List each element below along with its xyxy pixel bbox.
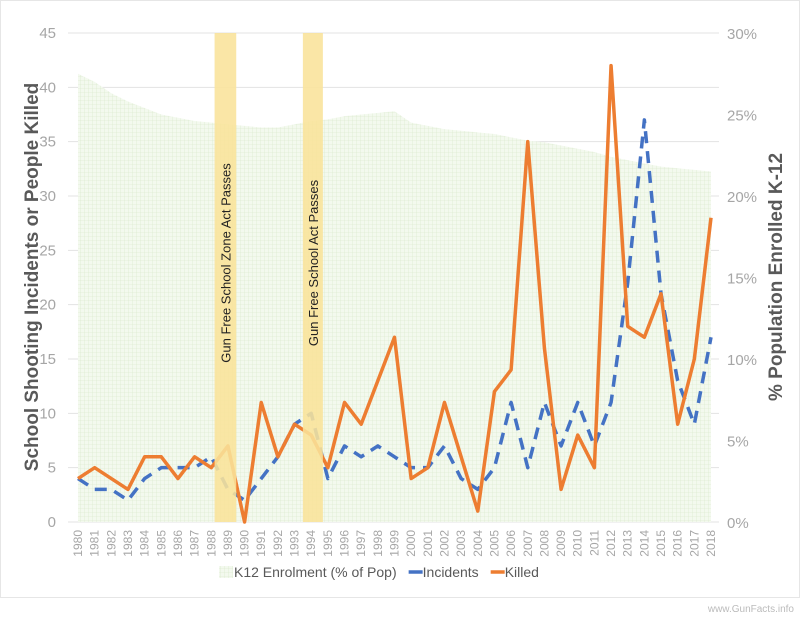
x-tick-label: 1987 bbox=[188, 530, 202, 557]
x-tick-label: 2014 bbox=[637, 530, 651, 557]
y2-axis-title: % Population Enrolled K-12 bbox=[766, 153, 787, 401]
x-tick-label: 2005 bbox=[487, 530, 501, 557]
y-tick-label: 30 bbox=[39, 188, 56, 205]
lines-layer bbox=[77, 63, 713, 524]
x-tick-label: 2010 bbox=[571, 530, 585, 557]
x-tick-label: 1995 bbox=[321, 530, 335, 557]
y-axis-ticks: 0 5 10 15 20 25 30 35 40 45 bbox=[39, 25, 56, 531]
x-tick-label: 2015 bbox=[654, 530, 668, 557]
y2-axis-ticks: 0% 5% 10% 15% 20% 25% 30% bbox=[727, 26, 757, 532]
x-tick-label: 1992 bbox=[271, 530, 285, 557]
y-tick-label: 45 bbox=[39, 25, 56, 42]
x-tick-label: 2011 bbox=[587, 530, 601, 556]
x-tick-label: 1990 bbox=[238, 530, 252, 557]
x-tick-label: 1983 bbox=[121, 530, 135, 557]
x-tick-label: 1989 bbox=[221, 530, 235, 557]
y-tick-label: 5 bbox=[48, 460, 56, 477]
x-tick-label: 1991 bbox=[254, 530, 268, 557]
x-tick-label: 2013 bbox=[621, 530, 635, 557]
x-tick-label: 1985 bbox=[154, 530, 168, 557]
x-tick-label: 2007 bbox=[521, 530, 535, 557]
x-tick-label: 1982 bbox=[104, 530, 118, 557]
y2-tick-label: 30% bbox=[727, 26, 757, 43]
x-tick-label: 2016 bbox=[671, 530, 685, 557]
watermark: www.GunFacts.info bbox=[707, 604, 795, 615]
x-tick-label: 1998 bbox=[371, 530, 385, 557]
x-tick-label: 2006 bbox=[504, 530, 518, 557]
y2-tick-label: 5% bbox=[727, 434, 749, 451]
y2-tick-label: 25% bbox=[727, 108, 757, 125]
x-tick-label: 1984 bbox=[138, 530, 152, 557]
annotation-label: Gun Free School Zone Act Passes bbox=[218, 163, 233, 363]
x-tick-label: 1981 bbox=[88, 530, 102, 557]
x-tick-label: 2000 bbox=[404, 530, 418, 557]
y-tick-label: 10 bbox=[39, 405, 56, 422]
x-tick-label: 1994 bbox=[304, 530, 318, 557]
legend-swatch-k12 bbox=[219, 566, 233, 578]
x-tick-label: 1986 bbox=[171, 530, 185, 557]
legend-label: Incidents bbox=[423, 564, 479, 580]
y-tick-label: 35 bbox=[39, 134, 56, 151]
annotation-label: Gun Free School Act Passes bbox=[306, 179, 321, 346]
y-axis-title: School Shooting Incidents or People Kill… bbox=[22, 83, 43, 471]
x-tick-label: 1996 bbox=[338, 530, 352, 557]
y-tick-label: 25 bbox=[39, 242, 56, 259]
annotation-band bbox=[214, 33, 237, 522]
y-tick-label: 20 bbox=[39, 297, 56, 314]
x-tick-label: 2009 bbox=[554, 530, 568, 557]
x-tick-label: 2008 bbox=[537, 530, 551, 557]
y-tick-label: 40 bbox=[39, 79, 56, 96]
y2-tick-label: 20% bbox=[727, 189, 757, 206]
x-tick-label: 2004 bbox=[471, 530, 485, 557]
legend-label: Killed bbox=[505, 564, 539, 580]
y2-tick-label: 15% bbox=[727, 271, 757, 288]
y2-tick-label: 10% bbox=[727, 352, 757, 369]
y-tick-label: 15 bbox=[39, 351, 56, 368]
legend: K12 Enrolment (% of Pop) Incidents Killed bbox=[219, 564, 539, 580]
annotation-bands: Gun Free School Zone Act Passes Gun Free … bbox=[214, 33, 323, 522]
annotation-band bbox=[302, 33, 323, 522]
x-tick-label: 2017 bbox=[687, 530, 701, 557]
x-tick-label: 1999 bbox=[388, 530, 402, 557]
x-tick-label: 2001 bbox=[421, 530, 435, 557]
x-tick-label: 1988 bbox=[204, 530, 218, 557]
x-tick-label: 1993 bbox=[288, 530, 302, 557]
legend-label: K12 Enrolment (% of Pop) bbox=[234, 564, 397, 580]
x-axis-ticks: 1980 1981 1982 1983 1984 1985 1986 1987 1988 1989… bbox=[71, 530, 718, 557]
x-tick-label: 2003 bbox=[454, 530, 468, 557]
y-tick-label: 0 bbox=[48, 514, 56, 531]
y2-tick-label: 0% bbox=[727, 515, 749, 532]
x-tick-label: 1980 bbox=[71, 530, 85, 557]
x-tick-label: 2018 bbox=[704, 530, 718, 557]
x-tick-label: 2012 bbox=[604, 530, 618, 557]
x-tick-label: 2002 bbox=[437, 530, 451, 557]
x-tick-label: 1997 bbox=[354, 530, 368, 557]
